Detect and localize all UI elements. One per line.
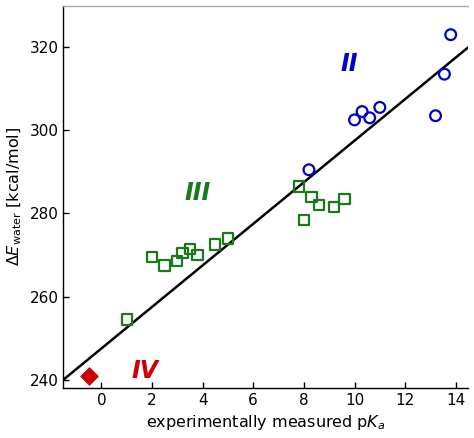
Point [148, 254, 156, 261]
Point [161, 262, 168, 269]
Point [315, 201, 323, 208]
Point [179, 249, 186, 256]
Point [447, 31, 455, 38]
X-axis label: experimentally measured p$\mathit{K}_a$: experimentally measured p$\mathit{K}_a$ [146, 413, 386, 432]
Point [376, 104, 383, 111]
Point [358, 108, 366, 115]
Point [305, 166, 313, 173]
Text: II: II [341, 52, 358, 76]
Point [366, 114, 374, 121]
Y-axis label: $\Delta E_\mathrm{water}$ [kcal/mol]: $\Delta E_\mathrm{water}$ [kcal/mol] [6, 127, 24, 266]
Text: IV: IV [132, 360, 159, 383]
Point [300, 216, 308, 223]
Point [224, 235, 232, 242]
Point [432, 112, 439, 119]
Point [441, 71, 448, 78]
Point [186, 245, 194, 252]
Point [194, 251, 201, 258]
Point [295, 183, 302, 190]
Point [341, 195, 348, 202]
Point [123, 316, 130, 323]
Text: III: III [184, 180, 210, 205]
Point [211, 241, 219, 248]
Point [330, 204, 338, 211]
Point [85, 372, 92, 379]
Point [308, 193, 315, 200]
Point [173, 258, 181, 265]
Point [351, 117, 358, 124]
